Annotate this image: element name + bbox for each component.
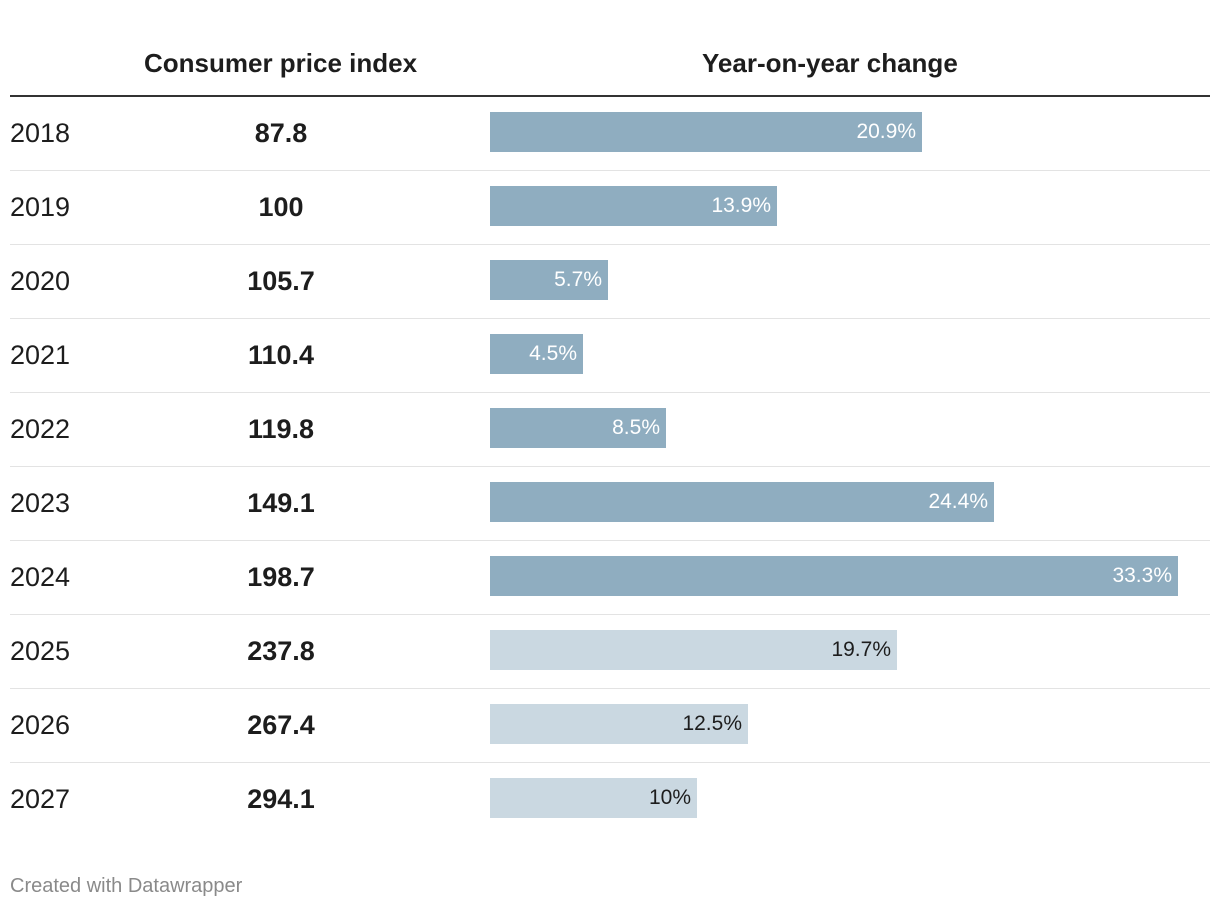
yoy-change-bar: 8.5% [490,408,666,448]
row-year: 2020 [10,266,71,296]
row-year: 2021 [10,340,71,370]
table-row: 2019 100 13.9% [10,171,1210,245]
row-year: 2022 [10,414,71,444]
yoy-change-bar: 10% [490,778,697,818]
column-header-yoy: Year-on-year change [702,48,958,78]
row-year: 2027 [10,784,71,814]
table-row: 2025 237.8 19.7% [10,615,1210,689]
table-row: 2021 110.4 4.5% [10,319,1210,393]
row-cpi-value: 198.7 [247,562,315,592]
yoy-change-label: 13.9% [711,194,771,217]
column-header-cpi: Consumer price index [144,48,418,78]
table-row: 2027 294.1 10% [10,763,1210,837]
yoy-change-bar: 19.7% [490,630,897,670]
yoy-change-label: 5.7% [554,268,602,291]
row-cpi-value: 87.8 [254,118,308,148]
yoy-change-label: 19.7% [831,638,891,661]
table-row: 2024 198.7 33.3% [10,541,1210,615]
yoy-change-label: 8.5% [612,416,660,439]
yoy-change-bar: 33.3% [490,556,1178,596]
row-year: 2023 [10,488,71,518]
row-cpi-value: 294.1 [247,784,315,814]
table-row: 2020 105.7 5.7% [10,245,1210,319]
yoy-change-bar: 12.5% [490,704,748,744]
yoy-change-label: 12.5% [682,712,742,735]
yoy-change-bar: 24.4% [490,482,994,522]
yoy-change-label: 10% [648,786,691,809]
yoy-change-bar: 20.9% [490,112,922,152]
table-body: 2018 87.8 20.9% 2019 100 13.9% 2020 105.7 5.7% 20… [10,97,1210,837]
yoy-change-label: 33.3% [1112,564,1172,587]
table-header: Consumer price index Year-on-year change [10,40,1210,97]
yoy-change-label: 20.9% [856,120,916,143]
credit-footer: Created with Datawrapper [10,875,243,897]
row-cpi-value: 100 [258,192,304,222]
row-cpi-value: 105.7 [247,266,315,296]
row-cpi-value: 119.8 [247,414,315,444]
row-year: 2024 [10,562,71,592]
yoy-change-bar: 4.5% [490,334,583,374]
row-year: 2025 [10,636,71,666]
table-row: 2026 267.4 12.5% [10,689,1210,763]
yoy-change-label: 4.5% [529,342,577,365]
yoy-change-label: 24.4% [928,490,988,513]
yoy-change-bar: 5.7% [490,260,608,300]
row-year: 2026 [10,710,71,740]
row-cpi-value: 267.4 [247,710,315,740]
yoy-change-bar: 13.9% [490,186,777,226]
table-row: 2018 87.8 20.9% [10,97,1210,171]
table-row: 2022 119.8 8.5% [10,393,1210,467]
table-row: 2023 149.1 24.4% [10,467,1210,541]
row-year: 2019 [10,192,71,222]
row-year: 2018 [10,118,71,148]
row-cpi-value: 110.4 [247,340,315,370]
row-cpi-value: 237.8 [247,636,315,666]
row-cpi-value: 149.1 [247,488,315,518]
